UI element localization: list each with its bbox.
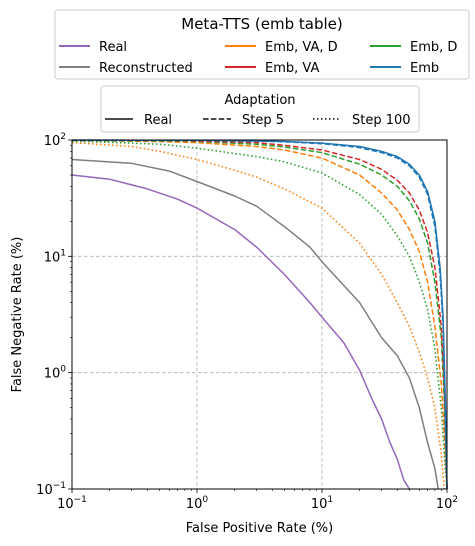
legend-label: Reconstructed bbox=[99, 61, 193, 76]
series-line bbox=[71, 139, 448, 490]
legend-label: Emb bbox=[410, 61, 439, 76]
y-tick-label: 101 bbox=[44, 248, 66, 265]
x-tick-label: 100 bbox=[186, 495, 209, 512]
y-axis-label: False Negative Rate (%) bbox=[10, 237, 25, 393]
legend-label: Emb, VA, D bbox=[265, 40, 338, 55]
y-tick-label: 102 bbox=[44, 132, 66, 149]
series-line bbox=[71, 139, 448, 490]
main-legend-title: Meta-TTS (emb table) bbox=[181, 15, 342, 33]
adaptation-legend-title: Adaptation bbox=[224, 93, 295, 108]
x-axis-label: False Positive Rate (%) bbox=[186, 521, 333, 536]
adaptation-label: Step 100 bbox=[352, 113, 411, 128]
x-tick-label: 101 bbox=[311, 495, 333, 512]
adaptation-label: Step 5 bbox=[242, 113, 284, 128]
series-line bbox=[71, 139, 448, 490]
adaptation-legend-box bbox=[100, 85, 420, 133]
y-tick-label: 100 bbox=[44, 365, 67, 382]
main-legend-box bbox=[54, 9, 470, 80]
main-legend: Meta-TTS (emb table) Real Emb, VA, D Emb, … bbox=[54, 9, 470, 80]
legend-label: Real bbox=[99, 40, 127, 55]
plot-frame bbox=[71, 139, 448, 490]
plot-area: 10−1 100 101 102 10−1 100 101 102 bbox=[36, 132, 458, 512]
adaptation-legend: Adaptation Real Step 5 Step 100 bbox=[100, 85, 420, 133]
series-line bbox=[71, 139, 448, 490]
legend-label: Emb, VA bbox=[265, 61, 319, 76]
series-line bbox=[71, 158, 439, 490]
legend-label: Emb, D bbox=[410, 40, 457, 55]
x-tick-label: 102 bbox=[436, 495, 458, 512]
series-line bbox=[71, 174, 411, 490]
series-line bbox=[71, 141, 445, 490]
y-tick-label: 10−1 bbox=[36, 481, 66, 498]
x-tick-label: 10−1 bbox=[57, 495, 87, 512]
adaptation-label: Real bbox=[144, 113, 172, 128]
